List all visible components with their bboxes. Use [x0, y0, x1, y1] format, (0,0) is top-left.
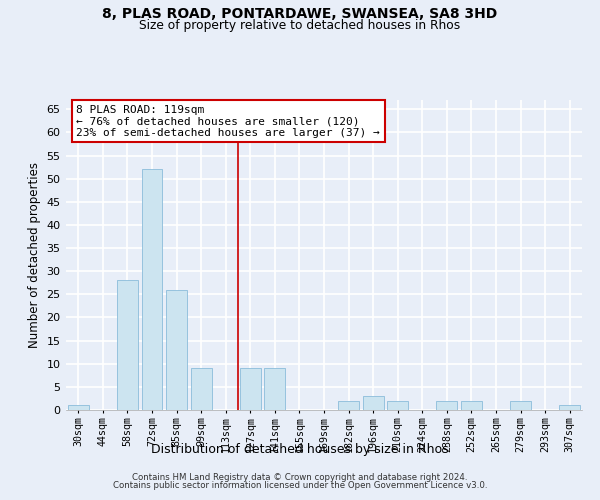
Bar: [240, 368, 261, 410]
Y-axis label: Number of detached properties: Number of detached properties: [28, 162, 41, 348]
Bar: [436, 400, 457, 410]
Bar: [117, 280, 138, 410]
Bar: [387, 400, 408, 410]
Text: Size of property relative to detached houses in Rhos: Size of property relative to detached ho…: [139, 19, 461, 32]
Text: 8, PLAS ROAD, PONTARDAWE, SWANSEA, SA8 3HD: 8, PLAS ROAD, PONTARDAWE, SWANSEA, SA8 3…: [103, 8, 497, 22]
Text: Contains HM Land Registry data © Crown copyright and database right 2024.: Contains HM Land Registry data © Crown c…: [132, 472, 468, 482]
Bar: [559, 406, 580, 410]
Bar: [362, 396, 383, 410]
Bar: [461, 400, 482, 410]
Bar: [142, 170, 163, 410]
Bar: [68, 406, 89, 410]
Bar: [510, 400, 531, 410]
Text: 8 PLAS ROAD: 119sqm
← 76% of detached houses are smaller (120)
23% of semi-detac: 8 PLAS ROAD: 119sqm ← 76% of detached ho…: [76, 104, 380, 138]
Bar: [338, 400, 359, 410]
Bar: [191, 368, 212, 410]
Text: Distribution of detached houses by size in Rhos: Distribution of detached houses by size …: [151, 442, 449, 456]
Bar: [265, 368, 286, 410]
Bar: [166, 290, 187, 410]
Text: Contains public sector information licensed under the Open Government Licence v3: Contains public sector information licen…: [113, 481, 487, 490]
